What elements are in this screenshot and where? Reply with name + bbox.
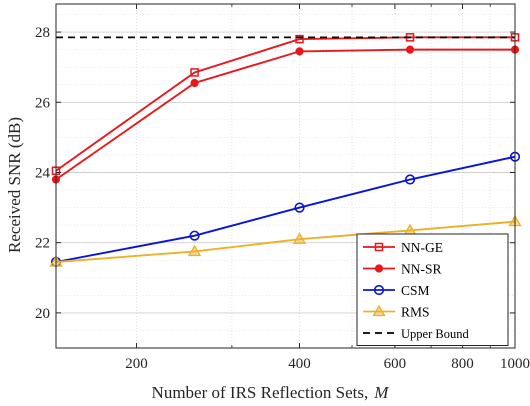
x-axis-label-var: M [373, 383, 389, 402]
legend-marker-rms [372, 304, 386, 317]
data-point-csm [189, 230, 200, 241]
axes-box [55, 3, 516, 349]
legend-label-csm: CSM [401, 283, 430, 298]
y-tick-label: 24 [35, 165, 51, 181]
data-point-csm [404, 174, 416, 185]
data-point-nn-ge [190, 68, 199, 77]
data-point-rms [292, 232, 307, 244]
y-tick-label: 20 [35, 306, 50, 322]
legend-label-nn-sr: NN-SR [401, 262, 442, 277]
data-point-rms [187, 244, 202, 257]
data-point-nn-ge [295, 34, 304, 44]
legend-marker-csm [373, 284, 385, 296]
data-point-nn-sr [190, 78, 199, 88]
x-tick-label: 800 [451, 356, 474, 372]
y-tick-label: 28 [35, 25, 50, 41]
data-point-nn-sr [405, 45, 415, 54]
series-line-nn-ge [55, 36, 515, 172]
x-tick-label: 400 [288, 356, 311, 372]
data-point-csm [294, 202, 305, 213]
x-tick-label: 1000 [500, 356, 530, 372]
legend-label-upper-bound: Upper Bound [401, 327, 469, 341]
series-line-nn-sr [55, 48, 515, 181]
y-axis-label: Received SNR (dB) [5, 117, 24, 253]
series-line-csm [55, 155, 516, 263]
x-axis-label: Number of IRS Reflection Sets, M [152, 383, 390, 402]
y-tick-label: 22 [35, 236, 50, 252]
plot-area [49, 33, 522, 268]
legend: NN-GE NN-SR CSM RMS Upper Bound [356, 233, 509, 346]
y-tick-label: 26 [35, 95, 51, 111]
x-tick-label: 200 [125, 356, 148, 372]
x-axis-label-text: Number of IRS Reflection Sets, [152, 383, 369, 402]
legend-marker-nn-sr [374, 264, 384, 273]
legend-label-rms: RMS [401, 305, 430, 320]
legend-marker-nn-ge [374, 242, 384, 252]
legend-label-nn-ge: NN-GE [401, 240, 443, 255]
x-tick-label: 600 [384, 356, 407, 372]
data-point-nn-sr [295, 47, 304, 56]
